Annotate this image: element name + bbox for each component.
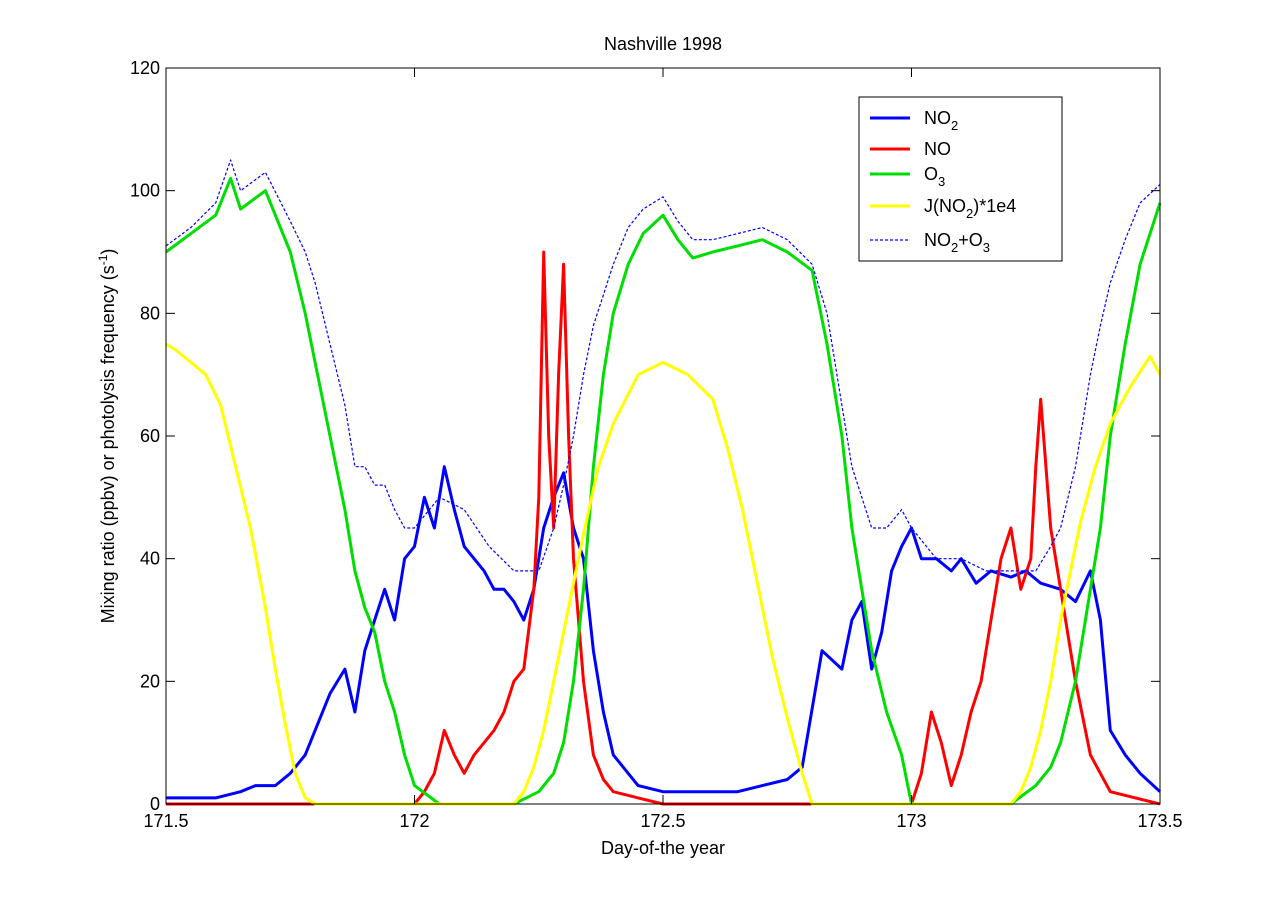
y-axis: 0 20 40 60 80 100 120 [130,58,1160,814]
legend-label-4: NO2+O3 [924,230,990,255]
x-tick-label: 173.5 [1137,811,1182,831]
y-tick-label: 20 [140,671,160,691]
legend-label-base: J(NO [924,196,966,216]
x-tick-label: 173 [896,811,926,831]
y-axis-label-sup: -1 [96,254,110,265]
legend-label-sub: 2 [966,206,973,221]
legend-label-sub: 2 [951,240,958,255]
x-tick-label: 172.5 [640,811,685,831]
y-tick-label: 0 [150,794,160,814]
legend-label-sub: 2 [951,118,958,133]
series-line-1 [166,250,1161,806]
x-tick-label: 171.5 [143,811,188,831]
x-tick-label: 172 [399,811,429,831]
x-axis: 171.5 172 172.5 173 173.5 [143,68,1183,831]
legend-label-sub: 3 [983,240,990,255]
y-axis-label: Mixing ratio (ppbv) or photolysis freque… [96,249,118,624]
y-axis-label-close: ) [98,249,118,255]
legend-label-base: O [924,164,938,184]
legend-label-3: J(NO2)*1e4 [924,196,1016,221]
series-line-3 [165,342,1162,806]
series-line-4 [165,159,1161,572]
y-tick-label: 40 [140,549,160,569]
legend-label-0: NO2 [924,108,958,133]
legend-box [858,96,1063,262]
legend-label-1: NO [924,139,951,159]
chart-title: Nashville 1998 [604,34,722,54]
legend-label-tail: +O [958,230,983,250]
legend-label-2: O3 [924,164,945,189]
y-tick-label: 120 [130,58,160,78]
legend-label-sub: 3 [938,174,945,189]
series-line-0 [166,465,1162,800]
legend-label-base: NO [924,139,951,159]
legend-label-tail: )*1e4 [973,196,1016,216]
y-tick-label: 100 [130,181,160,201]
y-tick-label: 60 [140,426,160,446]
y-tick-label: 80 [140,303,160,323]
legend-label-base: NO [924,230,951,250]
y-axis-label-main: Mixing ratio (ppbv) or photolysis freque… [98,265,118,623]
legend-label-base: NO [924,108,951,128]
series-layer [165,159,1162,806]
x-axis-label: Day-of-the year [601,838,725,858]
